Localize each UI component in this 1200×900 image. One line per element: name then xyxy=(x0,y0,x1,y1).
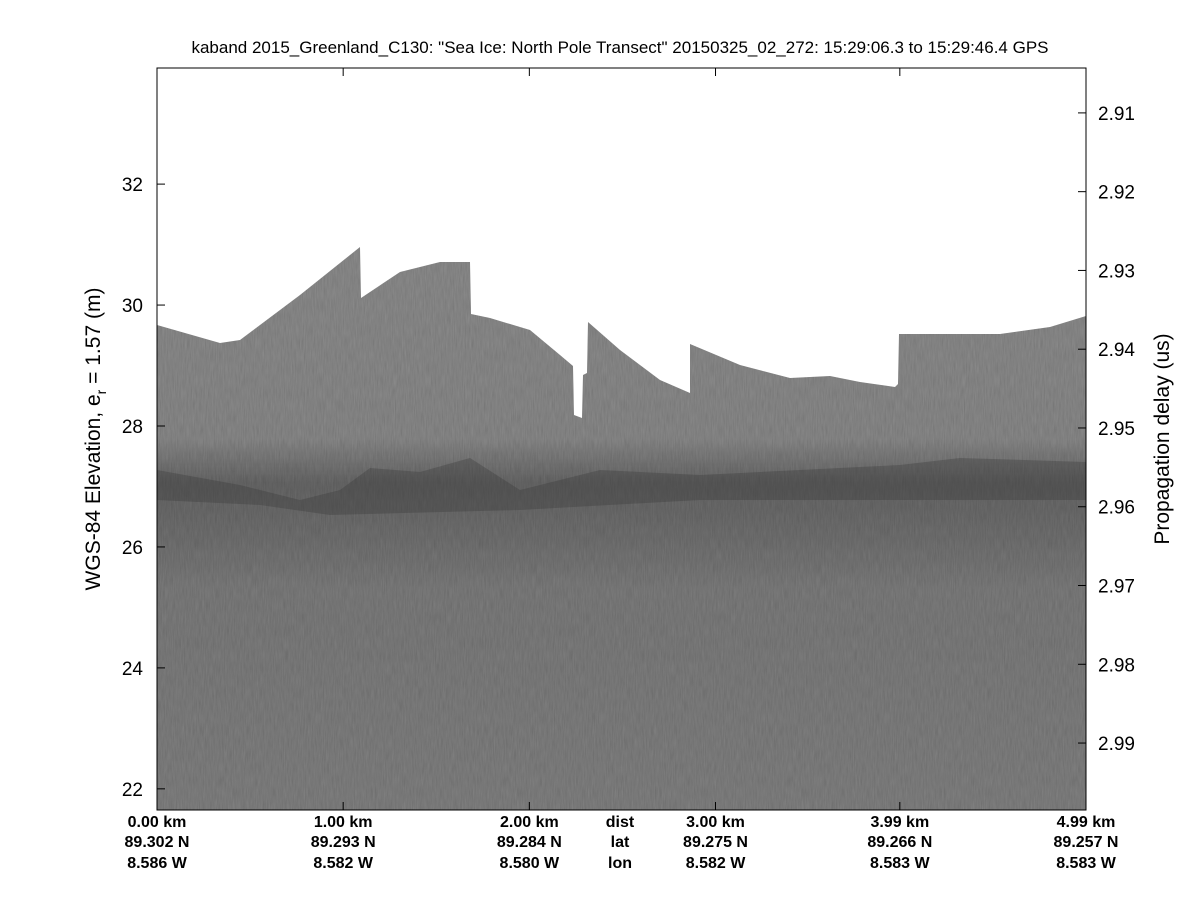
x-tick-label: 3.99 km xyxy=(870,814,929,831)
x-tick-lat: 89.284 N xyxy=(497,834,562,851)
x-tick-lat: 89.275 N xyxy=(683,834,748,851)
x-tick-lon: 8.583 W xyxy=(870,855,930,872)
y2-tick-label: 2.98 xyxy=(1098,655,1135,676)
y-tick-label: 28 xyxy=(122,417,143,438)
x-tick-label: 3.00 km xyxy=(686,814,745,831)
x-tick-lon: 8.582 W xyxy=(313,855,373,872)
y2-tick-label: 2.95 xyxy=(1098,419,1135,440)
y-tick-label: 26 xyxy=(122,538,143,559)
y2-tick-label: 2.94 xyxy=(1098,340,1135,361)
x-tick-lon: 8.580 W xyxy=(500,855,560,872)
y-axis-label: WGS-84 Elevation, er = 1.57 (m) xyxy=(82,288,109,591)
y-label-main: WGS-84 Elevation, e xyxy=(82,394,105,590)
y-tick-label: 32 xyxy=(122,175,143,196)
chart-title: kaband 2015_Greenland_C130: "Sea Ice: No… xyxy=(191,38,1048,57)
y-label-rest: = 1.57 (m) xyxy=(82,288,105,390)
x-tick-label: 1.00 km xyxy=(314,814,373,831)
plot-frame xyxy=(156,67,1087,811)
echogram-layer xyxy=(157,458,1086,515)
echogram-blank xyxy=(157,68,1086,418)
y2-tick-label: 2.91 xyxy=(1098,104,1135,125)
x-tick-lat: 89.257 N xyxy=(1054,834,1119,851)
x-tick-label: 2.00 km xyxy=(500,814,559,831)
y2-tick-label: 2.92 xyxy=(1098,183,1135,204)
x-tick-lat: 89.266 N xyxy=(867,834,932,851)
x-tick-lon: 8.582 W xyxy=(686,855,746,872)
y2-tick-label: 2.97 xyxy=(1098,577,1135,598)
x-row-label: lon xyxy=(608,855,632,872)
y2-tick-label: 2.99 xyxy=(1098,734,1135,755)
y-tick-label: 30 xyxy=(122,296,143,317)
x-tick-label: 4.99 km xyxy=(1057,814,1116,831)
y2-tick-label: 2.93 xyxy=(1098,261,1135,282)
x-tick-lon: 8.586 W xyxy=(127,855,187,872)
x-tick-lat: 89.302 N xyxy=(125,834,190,851)
y-tick-label: 24 xyxy=(122,659,144,680)
x-tick-label: 0.00 km xyxy=(128,814,187,831)
x-row-label: dist xyxy=(606,814,635,831)
y-tick-label: 22 xyxy=(122,780,143,801)
x-tick-lat: 89.293 N xyxy=(311,834,376,851)
y-label-subscript: r xyxy=(93,389,109,394)
y2-tick-label: 2.96 xyxy=(1098,498,1135,519)
y2-axis-label: Propagation delay (us) xyxy=(1151,333,1174,544)
x-row-label: lat xyxy=(611,834,630,851)
x-tick-lon: 8.583 W xyxy=(1056,855,1116,872)
echogram-image xyxy=(157,68,1086,810)
